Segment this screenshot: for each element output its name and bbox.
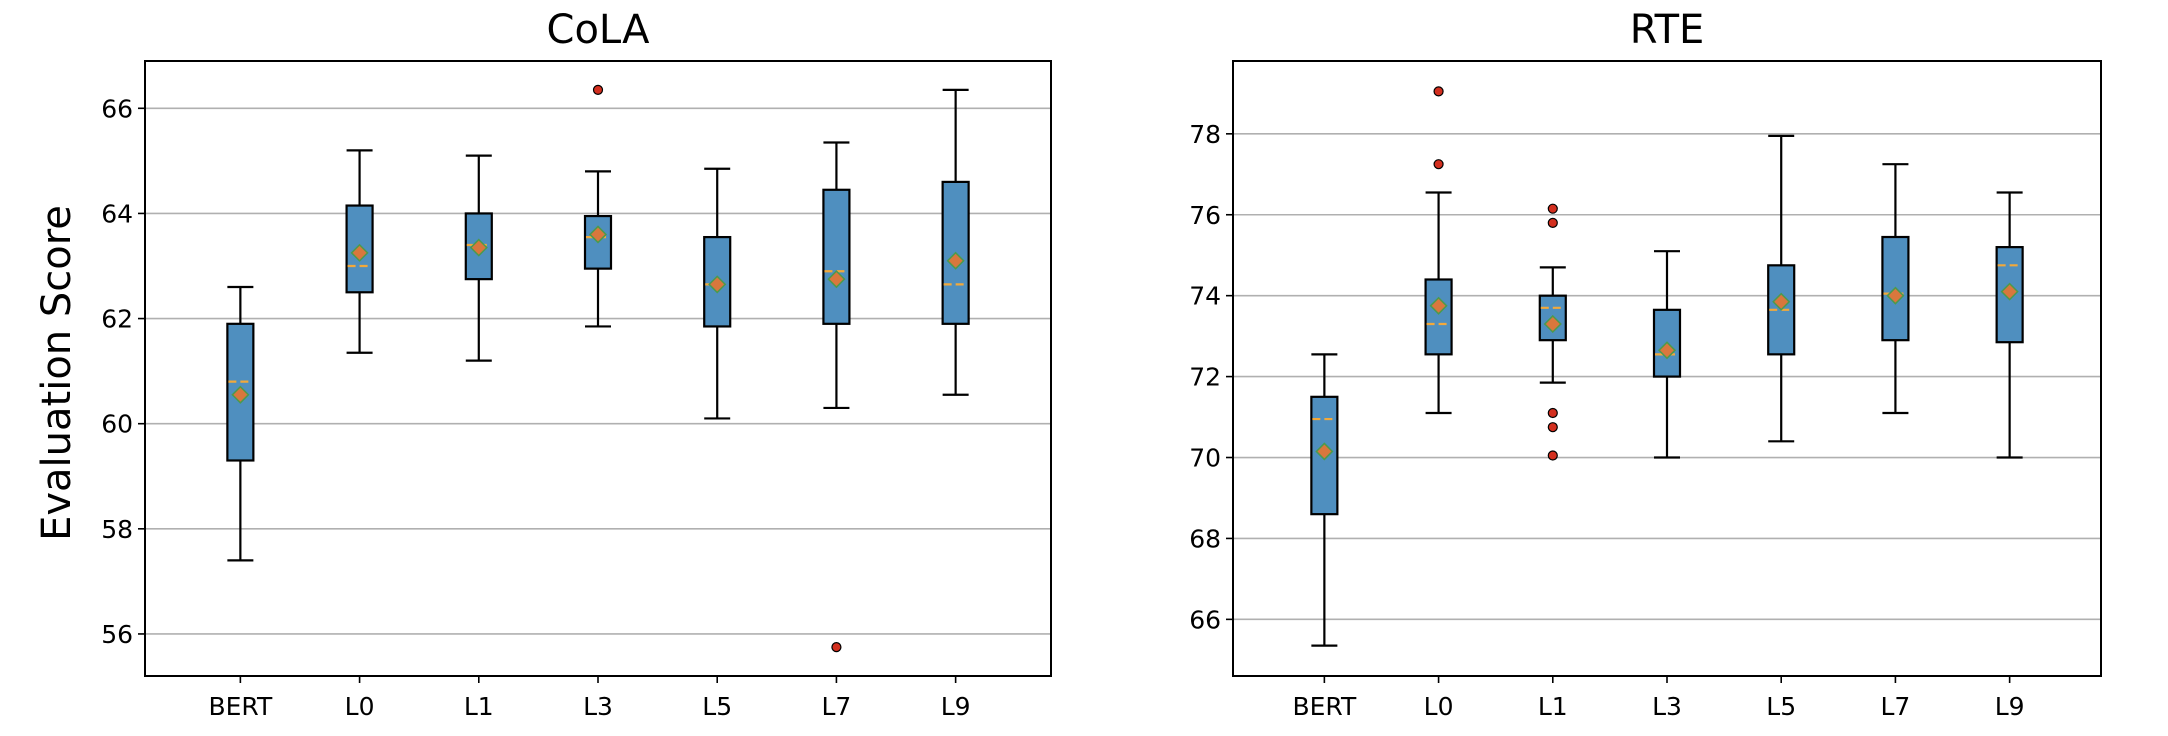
x-tick-label: L9 (1995, 692, 2025, 721)
y-axis-label: Evaluation Score (34, 205, 80, 541)
mean-marker (1657, 341, 1677, 360)
box-l1 (464, 154, 493, 362)
box-bert (1310, 353, 1339, 647)
x-tick-label: L0 (1424, 692, 1454, 721)
outlier-point (1547, 450, 1558, 461)
y-tick-label: 56 (101, 620, 133, 649)
box-l5 (1767, 134, 1796, 443)
y-tick-label: 68 (1189, 524, 1221, 553)
box-l5 (703, 167, 732, 420)
x-tick-label: L0 (345, 692, 375, 721)
y-tick-label: 70 (1189, 444, 1221, 473)
y-tick-label: 66 (101, 94, 133, 123)
box-l7 (1881, 163, 1910, 415)
mean-marker (350, 243, 369, 262)
y-tick-label: 58 (101, 515, 133, 544)
box-l0 (1424, 86, 1453, 415)
outlier-point (1547, 217, 1558, 228)
box-l9 (1995, 191, 2024, 459)
mean-marker (1886, 286, 1905, 305)
box-l3 (583, 84, 613, 328)
plot-frame (1232, 60, 2102, 677)
mean-marker (827, 270, 846, 289)
y-tick-label: 72 (1189, 363, 1221, 392)
y-tick-label: 74 (1189, 282, 1221, 311)
x-tick-label: L5 (702, 692, 732, 721)
mean-marker (1772, 292, 1791, 311)
outlier-point (1547, 203, 1558, 214)
box-l0 (345, 149, 374, 354)
rte-panel: 66 68 70 72 74 76 78 BERT L0 L1 L3 L5 L7 L9 RTE (1189, 7, 2102, 721)
x-tick-label: BERT (208, 692, 272, 721)
y-tick-label: 60 (101, 410, 133, 439)
box-l7 (822, 141, 851, 653)
x-tick-label: L1 (464, 692, 494, 721)
outlier-point (831, 641, 842, 653)
mean-marker (1315, 442, 1334, 461)
x-tick-label: L7 (1880, 692, 1910, 721)
mean-marker (588, 225, 608, 244)
mean-marker (231, 385, 250, 404)
iqr-box (1424, 278, 1453, 356)
y-tick-label: 66 (1189, 605, 1221, 634)
iqr-box (822, 188, 851, 325)
iqr-box (464, 212, 493, 281)
box-l1 (1538, 203, 1567, 461)
x-tick-label: L5 (1766, 692, 1796, 721)
mean-marker (1543, 314, 1562, 334)
x-tick-label: BERT (1292, 692, 1356, 721)
outlier-point (592, 84, 604, 96)
mean-marker (946, 251, 965, 270)
outlier-point (1547, 422, 1558, 433)
x-tick-label: L7 (821, 692, 851, 721)
mean-marker (469, 238, 488, 257)
box-l3 (1652, 250, 1682, 459)
x-tick-label: L1 (1538, 692, 1568, 721)
outlier-point (1433, 159, 1444, 170)
mean-marker (708, 275, 727, 294)
cola-panel: 56 58 60 62 64 66 BERT L0 L1 L3 L5 L7 L9 CoLA (101, 7, 1052, 721)
y-tick-label: 76 (1189, 201, 1221, 230)
mean-marker (1429, 296, 1448, 315)
x-tick-label: L3 (1652, 692, 1682, 721)
panel-title: RTE (1630, 7, 1705, 53)
x-tick-label: L3 (583, 692, 613, 721)
mean-marker (2000, 282, 2019, 301)
x-tick-label: L9 (941, 692, 971, 721)
box-bert (226, 285, 255, 562)
y-tick-label: 62 (101, 305, 133, 334)
y-tick-label: 78 (1189, 120, 1221, 149)
y-tick-label: 64 (101, 199, 133, 228)
box-l9 (941, 88, 970, 396)
outlier-point (1433, 86, 1444, 97)
plot-frame (144, 60, 1052, 677)
panel-title: CoLA (547, 7, 651, 53)
outlier-point (1547, 407, 1558, 419)
